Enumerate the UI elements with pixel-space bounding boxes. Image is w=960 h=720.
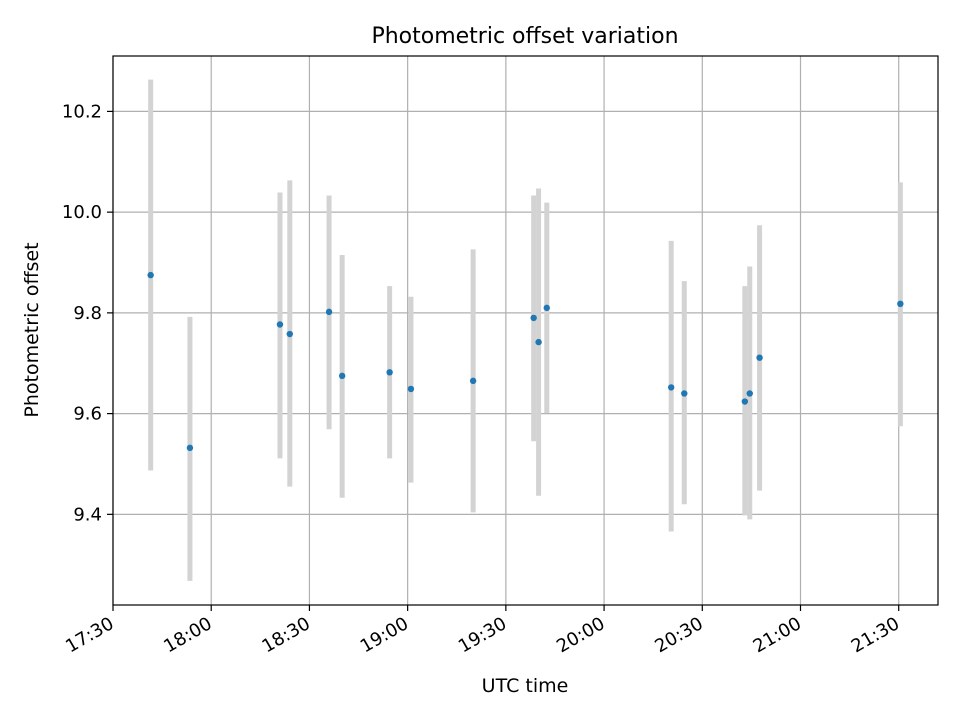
- data-point: [338, 372, 346, 380]
- y-tick-label: 10.0: [62, 202, 102, 223]
- x-axis-label: UTC time: [482, 675, 569, 697]
- y-axis-ticks: 9.4 9.6 9.8 10.0 10.2: [62, 101, 113, 525]
- data-point: [681, 390, 688, 397]
- x-tick-label: 17:30: [62, 613, 117, 657]
- chart-title: Photometric offset variation: [371, 24, 678, 49]
- x-tick-label: 20:00: [553, 613, 608, 657]
- data-point: [276, 321, 284, 328]
- x-tick-label: 20:30: [651, 613, 706, 657]
- x-tick-label: 21:00: [750, 613, 805, 657]
- data-point: [186, 444, 194, 452]
- y-tick-label: 9.8: [73, 303, 102, 324]
- data-point: [667, 384, 675, 391]
- x-tick-label: 19:00: [357, 613, 412, 657]
- data-point: [147, 271, 154, 279]
- data-point: [756, 354, 763, 361]
- data-point: [746, 390, 753, 397]
- y-axis-label: Photometric offset: [21, 242, 43, 417]
- data-point: [407, 385, 415, 393]
- data-point: [325, 308, 333, 316]
- data-point: [386, 369, 393, 376]
- y-tick-label: 9.6: [73, 404, 102, 425]
- data-point: [286, 330, 293, 338]
- data-point: [530, 314, 537, 322]
- data-point: [543, 304, 550, 312]
- data-point: [897, 300, 904, 308]
- plot-background: [113, 56, 938, 605]
- data-point: [535, 338, 542, 346]
- x-tick-label: 21:30: [848, 613, 903, 657]
- y-tick-label: 9.4: [73, 504, 102, 525]
- y-gridlines: [113, 110, 938, 515]
- y-tick-label: 10.2: [62, 101, 102, 122]
- plot-frame: [112, 55, 939, 606]
- data-point: [741, 398, 749, 405]
- x-tick-label: 18:00: [160, 613, 215, 657]
- x-tick-label: 18:30: [259, 613, 314, 657]
- data-point: [469, 377, 477, 385]
- x-axis-ticks: 17:30 18:00 18:30 19:00 19:30 20:00 20:30 21:00…: [62, 605, 903, 657]
- x-tick-label: 19:30: [455, 613, 510, 657]
- data-points: [147, 271, 904, 452]
